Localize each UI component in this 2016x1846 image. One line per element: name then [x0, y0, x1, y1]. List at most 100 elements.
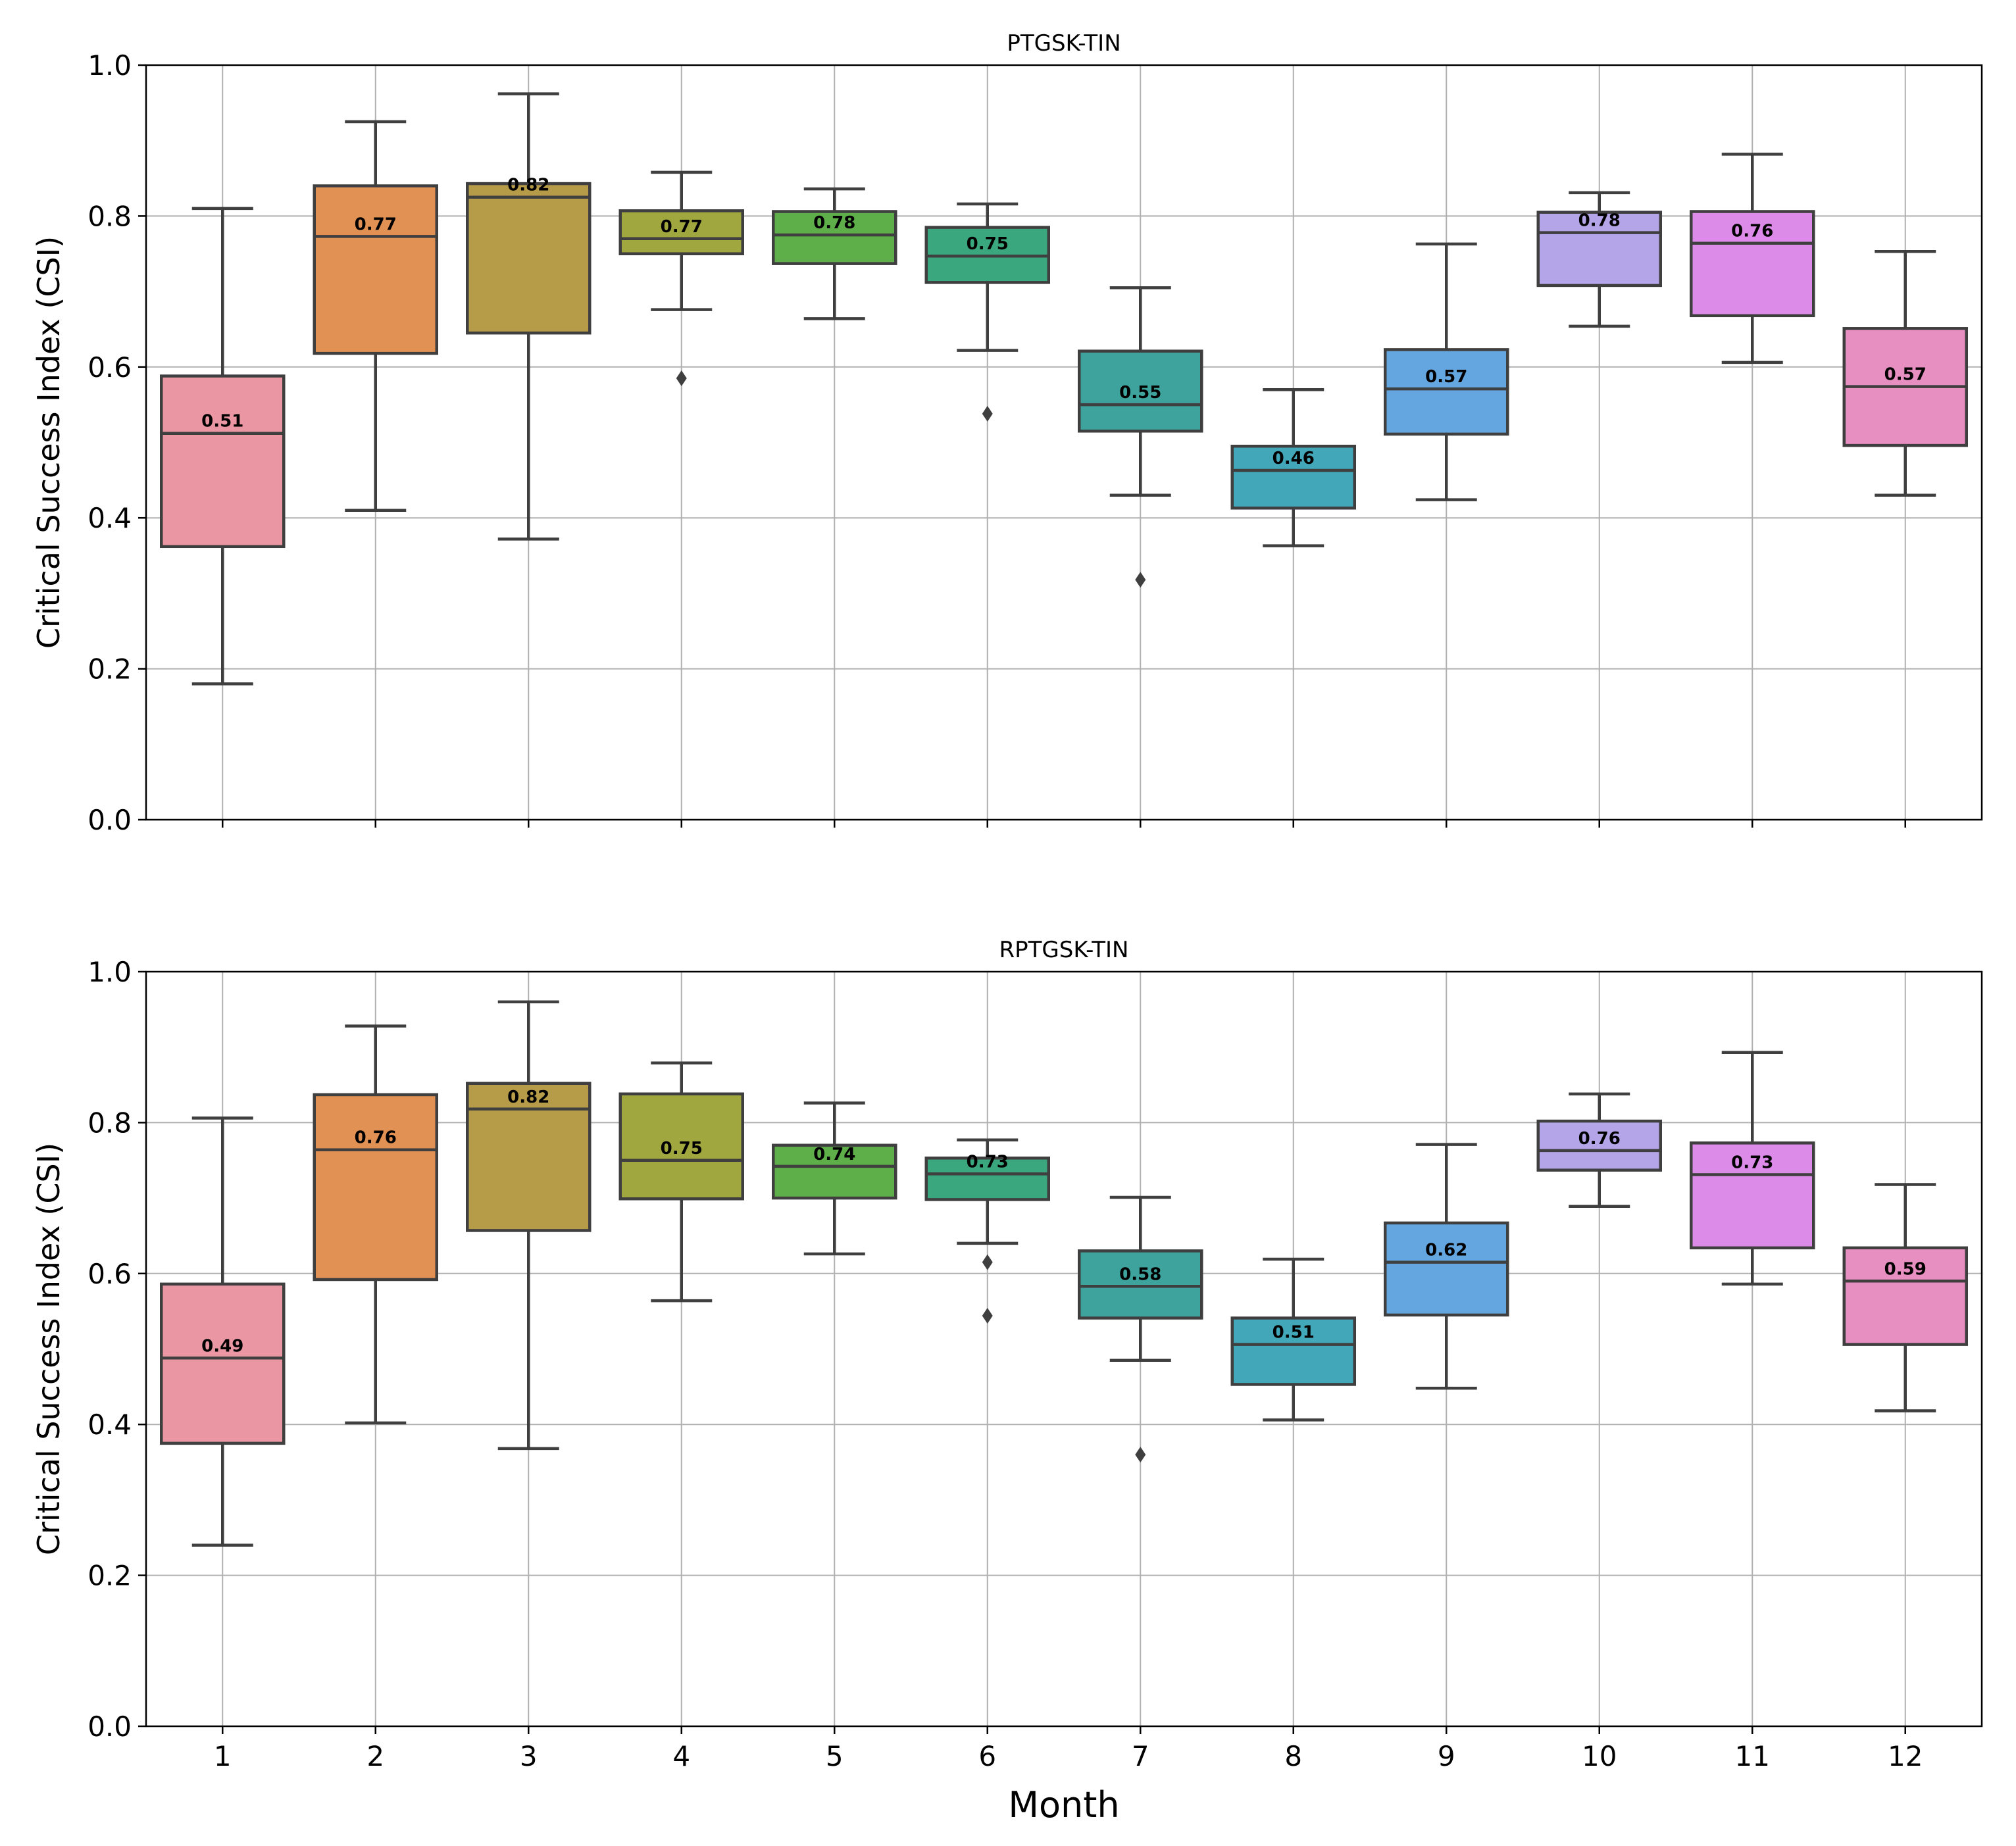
- box-month-5: 0.78: [772, 187, 897, 320]
- x-tick-label: 9: [1438, 1740, 1455, 1772]
- y-tick-label: 0.2: [88, 653, 132, 686]
- iqr-box: [313, 1093, 438, 1282]
- panel-title: PTGSK-TIN: [1007, 30, 1121, 57]
- panel-ptgsk-tin: 0.51 0.77 0.82 0.77 0.78 0.75 0.55 0.46 0.57 0.78…: [31, 30, 1983, 836]
- box-month-1: 0.49: [160, 1116, 286, 1547]
- box-month-2: 0.76: [313, 1024, 438, 1425]
- y-tick-label: 0.0: [88, 804, 132, 836]
- x-tick-label: 1: [214, 1740, 232, 1772]
- y-tick-label: 0.6: [88, 1258, 132, 1290]
- outlier-marker: [676, 370, 687, 387]
- box-month-8: 0.51: [1230, 1257, 1356, 1422]
- box-month-12: 0.57: [1842, 250, 1968, 497]
- iqr-box: [1690, 1141, 1815, 1250]
- y-tick-label: 0.8: [88, 1107, 132, 1139]
- median-value-label: 0.78: [1578, 211, 1621, 231]
- y-axis-label: Critical Success Index (CSI): [31, 236, 66, 649]
- median-value-label: 0.75: [661, 1139, 703, 1159]
- median-value-label: 0.55: [1119, 383, 1161, 403]
- median-value-label: 0.76: [355, 1128, 397, 1148]
- iqr-box: [772, 1143, 897, 1200]
- y-tick-label: 0.4: [88, 502, 132, 534]
- box-month-7: 0.58: [1078, 1195, 1203, 1463]
- iqr-box: [1690, 210, 1815, 318]
- iqr-box: [618, 1092, 744, 1201]
- x-tick-label: 2: [366, 1740, 384, 1772]
- box-month-11: 0.76: [1690, 153, 1815, 364]
- box-month-3: 0.82: [466, 92, 592, 541]
- iqr-box: [1384, 1221, 1509, 1317]
- outlier-marker: [982, 1308, 993, 1324]
- iqr-box: [1230, 1316, 1356, 1386]
- box-month-6: 0.73: [924, 1138, 1050, 1324]
- median-value-label: 0.82: [507, 176, 549, 195]
- outlier-marker: [1135, 572, 1146, 588]
- box-month-8: 0.46: [1230, 387, 1356, 547]
- box-month-3: 0.82: [466, 1000, 592, 1451]
- box-month-5: 0.74: [772, 1101, 897, 1256]
- x-tick-label: 4: [672, 1740, 690, 1772]
- median-value-label: 0.75: [967, 234, 1009, 254]
- box-month-12: 0.59: [1842, 1183, 1968, 1412]
- median-value-label: 0.74: [813, 1145, 855, 1164]
- x-axis-label: Month: [1008, 1784, 1119, 1826]
- median-value-label: 0.49: [201, 1336, 243, 1356]
- x-tick-label: 5: [826, 1740, 844, 1772]
- y-tick-label: 1.0: [88, 956, 132, 988]
- iqr-box: [466, 182, 592, 335]
- y-tick-label: 0.8: [88, 200, 132, 232]
- plot-frame: [145, 970, 1983, 1728]
- plot-frame: [145, 64, 1983, 821]
- box-month-2: 0.77: [313, 120, 438, 512]
- outlier-marker: [982, 1254, 993, 1270]
- outlier-marker: [982, 405, 993, 422]
- y-tick-label: 0.6: [88, 351, 132, 384]
- box-month-7: 0.55: [1078, 286, 1203, 588]
- x-tick-label: 6: [978, 1740, 996, 1772]
- median-value-label: 0.77: [661, 217, 703, 237]
- outlier-marker: [1135, 1447, 1146, 1463]
- y-tick-label: 0.0: [88, 1710, 132, 1743]
- y-tick-label: 1.0: [88, 49, 132, 82]
- iqr-box: [924, 1157, 1050, 1201]
- x-tick-label: 10: [1582, 1740, 1617, 1772]
- y-tick-label: 0.2: [88, 1560, 132, 1592]
- iqr-box: [1078, 349, 1203, 433]
- median-value-label: 0.57: [1884, 365, 1927, 385]
- median-value-label: 0.78: [813, 213, 855, 233]
- iqr-box: [772, 210, 897, 265]
- iqr-box: [1078, 1249, 1203, 1320]
- panel-title: RPTGSK-TIN: [999, 937, 1129, 963]
- x-tick-label: 3: [520, 1740, 538, 1772]
- median-value-label: 0.51: [201, 412, 243, 432]
- iqr-box: [160, 1282, 286, 1445]
- median-value-label: 0.73: [967, 1152, 1009, 1172]
- iqr-box: [618, 209, 744, 255]
- iqr-box: [313, 184, 438, 355]
- median-value-label: 0.73: [1731, 1153, 1773, 1173]
- median-value-label: 0.62: [1425, 1241, 1467, 1260]
- x-tick-label: 11: [1735, 1740, 1770, 1772]
- box-month-10: 0.78: [1536, 191, 1662, 328]
- box-month-4: 0.75: [618, 1061, 744, 1303]
- y-tick-label: 0.4: [88, 1409, 132, 1441]
- box-month-6: 0.75: [924, 202, 1050, 422]
- median-value-label: 0.58: [1119, 1264, 1161, 1284]
- box-month-9: 0.57: [1384, 242, 1509, 501]
- median-value-label: 0.82: [507, 1087, 549, 1107]
- iqr-box: [1536, 211, 1662, 287]
- median-value-label: 0.77: [355, 214, 397, 234]
- iqr-box: [1384, 348, 1509, 436]
- box-month-4: 0.77: [618, 170, 744, 387]
- median-value-label: 0.76: [1578, 1129, 1621, 1149]
- box-month-10: 0.76: [1536, 1092, 1662, 1208]
- box-month-9: 0.62: [1384, 1143, 1509, 1390]
- median-value-label: 0.46: [1273, 449, 1315, 468]
- y-axis-label: Critical Success Index (CSI): [31, 1143, 66, 1555]
- median-value-label: 0.76: [1731, 222, 1773, 241]
- box-month-11: 0.73: [1690, 1051, 1815, 1286]
- iqr-box: [1536, 1119, 1662, 1172]
- median-value-label: 0.51: [1273, 1323, 1315, 1343]
- x-tick-label: 8: [1284, 1740, 1302, 1772]
